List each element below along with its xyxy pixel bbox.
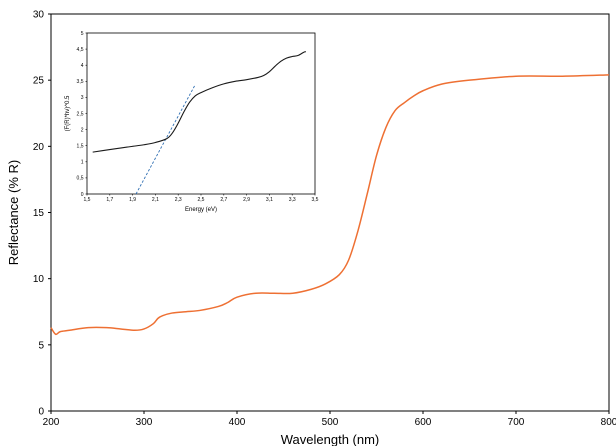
inset-y-tick-label: 5 [81, 31, 84, 37]
main-y-tick-label: 15 [33, 208, 45, 219]
main-x-tick-label: 700 [508, 417, 525, 428]
inset-y-tick-label: 0,5 [77, 176, 84, 182]
main-y-axis-title: Reflectance (% R) [6, 160, 21, 265]
inset-background [87, 33, 315, 194]
inset-x-tick-labels: 1,5 1,7 1,9 2,1 2,3 2,5 2,7 2,9 3,1 3,3 3,5 [84, 194, 319, 203]
inset-x-tick-label: 1,9 [129, 197, 136, 203]
inset-y-tick-labels: 0 0,5 1 1,5 2 2,5 3 3,5 4 4,5 5 [77, 31, 87, 198]
main-x-tick-label: 800 [601, 417, 616, 428]
main-y-tick-labels: 0 5 10 15 20 25 30 [33, 10, 51, 418]
inset-x-tick-label: 3,1 [266, 197, 273, 203]
main-y-tick-label: 25 [33, 76, 45, 87]
main-x-axis-title: Wavelength (nm) [281, 432, 380, 446]
main-x-tick-labels: 200 300 400 500 600 700 800 [43, 411, 616, 428]
inset-y-tick-label: 1 [81, 160, 84, 166]
inset-y-tick-label: 3 [81, 95, 84, 101]
inset-x-tick-label: 1,5 [84, 197, 91, 203]
inset-series-group [92, 51, 307, 153]
inset-y-tick-label: 0 [81, 192, 84, 198]
main-x-tick-label: 600 [415, 417, 432, 428]
inset-x-tick-label: 2,5 [198, 197, 205, 203]
inset-x-tick-label: 2,9 [243, 197, 250, 203]
main-x-tick-label: 200 [43, 417, 60, 428]
inset-x-tick-label: 3,3 [289, 197, 296, 203]
inset-x-tick-label: 1,7 [106, 197, 113, 203]
inset-x-tick-label: 2,7 [220, 197, 227, 203]
main-x-tick-label: 400 [229, 417, 246, 428]
inset-y-tick-label: 2 [81, 127, 84, 133]
inset-x-axis-title: Energy (eV) [185, 207, 217, 213]
main-x-tick-label: 500 [322, 417, 339, 428]
inset-y-tick-label: 3,5 [77, 79, 84, 85]
main-y-tick-label: 30 [33, 10, 45, 21]
main-y-tick-label: 5 [38, 340, 44, 351]
inset-y-tick-label: 4,5 [77, 47, 84, 53]
inset-y-tick-label: 2,5 [77, 111, 84, 117]
main-x-tick-label: 300 [136, 417, 153, 428]
inset-y-tick-label: 1,5 [77, 143, 84, 149]
inset-x-tick-label: 3,5 [312, 197, 319, 203]
inset-x-tick-label: 2,3 [175, 197, 182, 203]
inset-y-axis-title: (F(R)*hν)^0.5 [65, 95, 71, 131]
main-y-tick-label: 10 [33, 274, 45, 285]
inset-chart: 0 0,5 1 1,5 2 2,5 3 3,5 4 4,5 5 1,5 1,7 1,9 2,1 2,3 2,5… [65, 31, 319, 213]
inset-y-tick-label: 4 [81, 63, 84, 69]
inset-series-line-0 [92, 51, 307, 153]
inset-x-tick-label: 2,1 [152, 197, 159, 203]
main-y-tick-label: 20 [33, 142, 45, 153]
main-series-group [50, 74, 610, 336]
main-y-tick-label: 0 [38, 407, 44, 418]
main-series-line-0 [50, 74, 610, 336]
